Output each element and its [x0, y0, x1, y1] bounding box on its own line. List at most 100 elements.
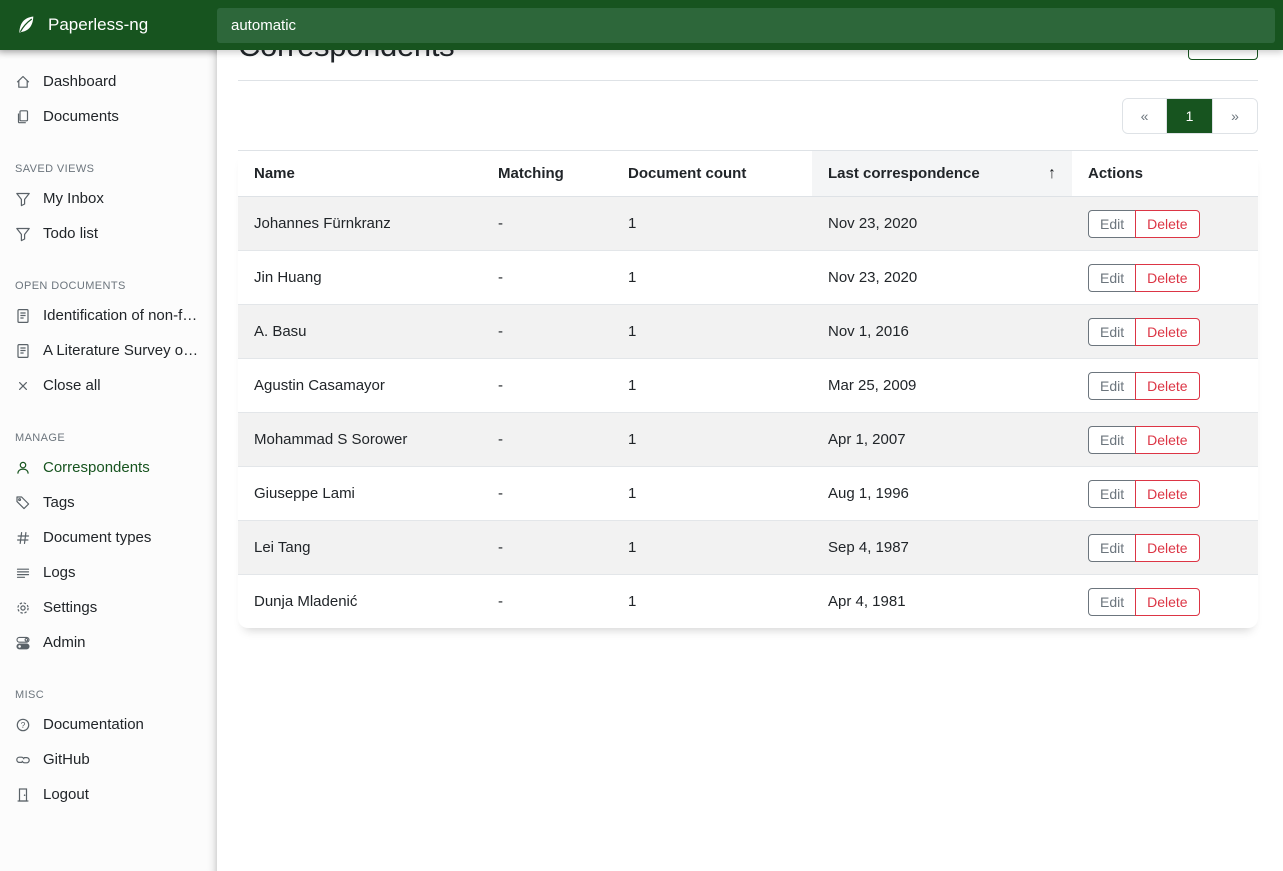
sidebar-item-my-inbox[interactable]: My Inbox: [0, 181, 217, 216]
file-text-icon: [15, 343, 31, 359]
column-header-actions: Actions: [1072, 150, 1258, 197]
sidebar-item-settings[interactable]: Settings: [0, 590, 217, 625]
delete-button[interactable]: Delete: [1135, 587, 1200, 616]
brand-logo[interactable]: Paperless-ng: [0, 14, 217, 36]
toggles-icon: [15, 635, 31, 651]
edit-button[interactable]: Edit: [1088, 587, 1137, 616]
delete-button[interactable]: Delete: [1135, 263, 1200, 292]
close-icon: [15, 378, 31, 394]
last-correspondence-value: Mar 25, 2009: [812, 358, 1072, 413]
row-actions: Edit Delete: [1088, 587, 1200, 616]
file-text-icon: [15, 308, 31, 324]
svg-text:?: ?: [21, 720, 26, 730]
search-container: [217, 7, 1283, 43]
sidebar-item-label: Logs: [43, 564, 76, 581]
edit-button[interactable]: Edit: [1088, 371, 1137, 400]
sidebar-item-documents[interactable]: Documents: [0, 99, 217, 134]
sidebar-item-github[interactable]: GitHub: [0, 742, 217, 777]
sidebar-item-logout[interactable]: Logout: [0, 777, 217, 812]
funnel-icon: [15, 191, 31, 207]
delete-button[interactable]: Delete: [1135, 209, 1200, 238]
correspondent-name: Lei Tang: [238, 520, 482, 575]
last-correspondence-value: Aug 1, 1996: [812, 466, 1072, 521]
sidebar-item-label: Admin: [43, 634, 86, 651]
sidebar-item-label: Logout: [43, 786, 89, 803]
sidebar: Dashboard Documents SAVED VIEWS My Inbox…: [0, 50, 217, 871]
sidebar-item-logs[interactable]: Logs: [0, 555, 217, 590]
edit-button[interactable]: Edit: [1088, 317, 1137, 346]
last-correspondence-value: Sep 4, 1987: [812, 520, 1072, 575]
sidebar-item-label: Documentation: [43, 716, 144, 733]
link-icon: [15, 752, 31, 768]
table-row: Giuseppe Lami - 1 Aug 1, 1996 Edit Delete: [238, 466, 1258, 521]
sidebar-item-label: Tags: [43, 494, 75, 511]
pagination-prev-button[interactable]: «: [1123, 99, 1167, 133]
search-input[interactable]: [217, 7, 1275, 43]
column-header-document-count[interactable]: Document count: [612, 150, 812, 197]
paperless-leaf-icon: [19, 16, 34, 33]
sidebar-item-label: My Inbox: [43, 190, 104, 207]
column-header-last-correspondence[interactable]: Last correspondence ↑: [812, 150, 1072, 197]
sidebar-item-dashboard[interactable]: Dashboard: [0, 64, 217, 99]
edit-button[interactable]: Edit: [1088, 425, 1137, 454]
sidebar-item-close-all[interactable]: Close all: [0, 368, 217, 403]
last-correspondence-value: Nov 23, 2020: [812, 250, 1072, 305]
sidebar-item-tags[interactable]: Tags: [0, 485, 217, 520]
list-lines-icon: [15, 565, 31, 581]
person-icon: [15, 460, 31, 476]
correspondent-name: Jin Huang: [238, 250, 482, 305]
last-correspondence-value: Apr 4, 1981: [812, 574, 1072, 628]
delete-button[interactable]: Delete: [1135, 479, 1200, 508]
delete-button[interactable]: Delete: [1135, 533, 1200, 562]
document-count-value: 1: [612, 358, 812, 413]
section-title-misc: MISC: [15, 689, 45, 701]
document-count-value: 1: [612, 574, 812, 628]
pagination-page-1-button[interactable]: 1: [1167, 99, 1213, 133]
sidebar-item-open-document-2[interactable]: A Literature Survey on ...: [0, 333, 217, 368]
edit-button[interactable]: Edit: [1088, 263, 1137, 292]
main-content: Correspondents Create « 1 » Name Matchin…: [217, 0, 1283, 628]
last-correspondence-value: Nov 1, 2016: [812, 304, 1072, 359]
delete-button[interactable]: Delete: [1135, 371, 1200, 400]
question-circle-icon: ?: [15, 717, 31, 733]
sidebar-item-todo-list[interactable]: Todo list: [0, 216, 217, 251]
sidebar-item-label: Close all: [43, 377, 101, 394]
gear-icon: [15, 600, 31, 616]
sidebar-item-admin[interactable]: Admin: [0, 625, 217, 660]
door-icon: [15, 787, 31, 803]
edit-button[interactable]: Edit: [1088, 479, 1137, 508]
matching-value: -: [482, 412, 612, 467]
delete-button[interactable]: Delete: [1135, 317, 1200, 346]
sidebar-item-label: Documents: [43, 108, 119, 125]
sidebar-item-open-document-1[interactable]: Identification of non-fu...: [0, 298, 217, 333]
document-count-value: 1: [612, 412, 812, 467]
table-row: Lei Tang - 1 Sep 4, 1987 Edit Delete: [238, 520, 1258, 575]
sidebar-item-label: A Literature Survey on ...: [43, 342, 203, 359]
correspondent-name: Giuseppe Lami: [238, 466, 482, 521]
files-icon: [15, 109, 31, 125]
sidebar-item-document-types[interactable]: Document types: [0, 520, 217, 555]
table-row: A. Basu - 1 Nov 1, 2016 Edit Delete: [238, 304, 1258, 359]
matching-value: -: [482, 358, 612, 413]
sidebar-item-label: Correspondents: [43, 459, 150, 476]
pagination-next-button[interactable]: »: [1213, 99, 1257, 133]
last-correspondence-value: Nov 23, 2020: [828, 215, 918, 232]
correspondent-name: Johannes Fürnkranz: [254, 215, 391, 232]
correspondent-name: A. Basu: [238, 304, 482, 359]
row-actions: Edit Delete: [1088, 371, 1200, 400]
edit-button[interactable]: Edit: [1088, 209, 1137, 238]
document-count-value: 1: [612, 520, 812, 575]
sidebar-item-documentation[interactable]: ? Documentation: [0, 707, 217, 742]
column-header-name[interactable]: Name: [238, 150, 482, 197]
row-actions: Edit Delete: [1088, 533, 1200, 562]
correspondent-name: Dunja Mladenić: [238, 574, 482, 628]
edit-button[interactable]: Edit: [1088, 533, 1137, 562]
matching-value: -: [482, 466, 612, 521]
sidebar-item-correspondents[interactable]: Correspondents: [0, 450, 217, 485]
row-actions: Edit Delete: [1088, 263, 1200, 292]
column-header-matching[interactable]: Matching: [482, 150, 612, 197]
delete-button[interactable]: Delete: [1135, 425, 1200, 454]
row-actions: Edit Delete: [1088, 317, 1200, 346]
sidebar-item-label: Todo list: [43, 225, 99, 242]
document-count-value: 1: [612, 304, 812, 359]
